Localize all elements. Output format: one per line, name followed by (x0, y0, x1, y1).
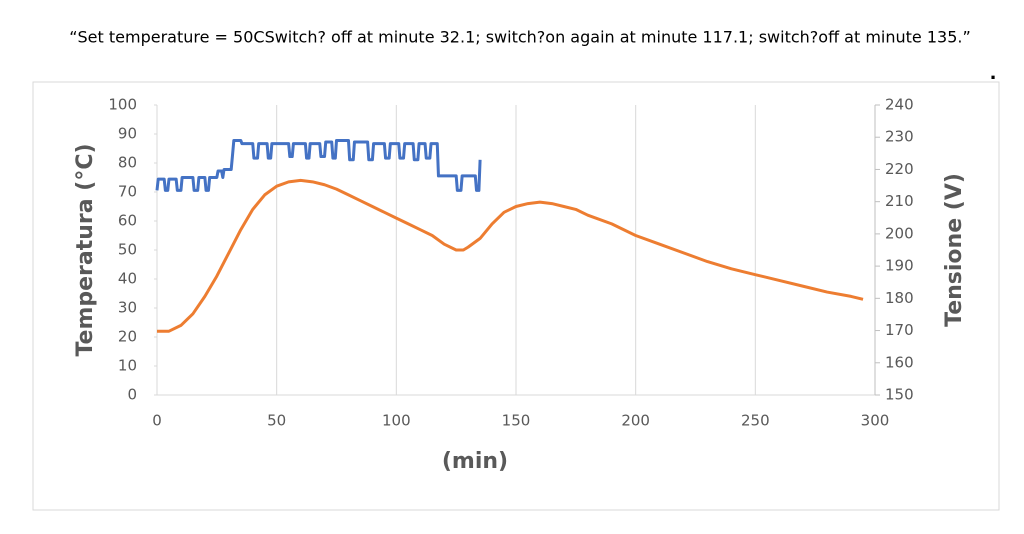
y-tick-label: 0 (127, 386, 137, 404)
x-tick-label: 150 (502, 412, 531, 430)
y-tick-label: 40 (118, 270, 137, 288)
x-tick-label: 300 (861, 412, 890, 430)
y2-tick-label: 240 (885, 96, 914, 114)
y-axis-label: Temperatura (°C) (73, 143, 98, 356)
x-tick-label: 50 (267, 412, 286, 430)
y2-tick-label: 200 (885, 224, 914, 242)
y2-tick-label: 210 (885, 192, 914, 210)
y2-tick-label: 150 (885, 386, 914, 404)
y-tick-label: 60 (118, 212, 137, 230)
chart-frame (32, 81, 1000, 511)
series-line (155, 138, 482, 192)
y2-tick-label: 220 (885, 160, 914, 178)
y2-tick-label: 190 (885, 257, 914, 275)
note: . (990, 63, 997, 84)
x-tick-label: 0 (152, 412, 162, 430)
y2-axis-label: Tensione (V) (942, 173, 967, 327)
y2-tick-label: 230 (885, 128, 914, 146)
y-tick-label: 50 (118, 241, 137, 259)
series-line (157, 178, 864, 333)
y-tick-label: 20 (118, 328, 137, 346)
y-tick-label: 90 (118, 125, 137, 143)
y-tick-label: 10 (118, 357, 137, 375)
y2-tick-label: 160 (885, 353, 914, 371)
x-axis-label: (min) (442, 449, 508, 474)
caption: “Set temperature = 50CSwitch? off at min… (69, 28, 971, 47)
y-tick-label: 100 (108, 96, 137, 114)
x-tick-label: 100 (382, 412, 411, 430)
y2-tick-label: 180 (885, 289, 914, 307)
y-tick-label: 80 (118, 154, 137, 172)
y-tick-label: 30 (118, 299, 137, 317)
x-tick-label: 200 (621, 412, 650, 430)
y2-tick-label: 170 (885, 321, 914, 339)
x-tick-label: 250 (741, 412, 770, 430)
y-tick-label: 70 (118, 183, 137, 201)
